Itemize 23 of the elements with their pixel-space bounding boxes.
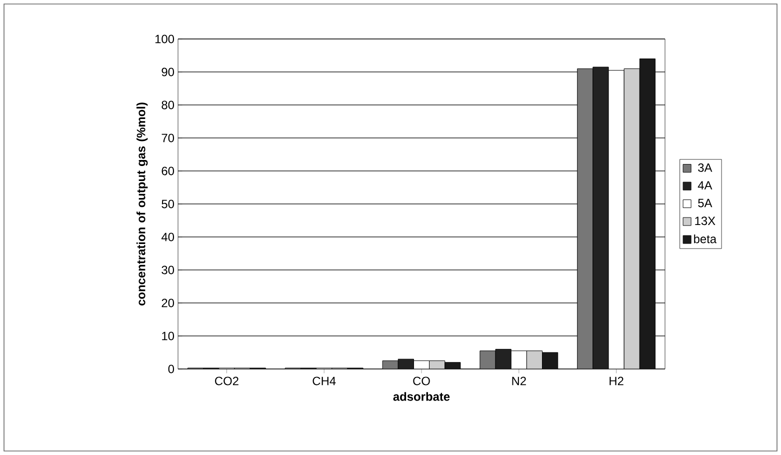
y-tick-label: 70	[162, 134, 174, 142]
y-tick-label: 20	[162, 298, 174, 308]
legend-label: 13X	[695, 216, 716, 226]
x-axis-title: adsorbate	[393, 392, 450, 401]
y-tick-label: 100	[155, 34, 174, 44]
legend-label: beta	[694, 234, 717, 244]
y-tick-label: 10	[162, 332, 174, 340]
y-tick-label: 50	[162, 200, 174, 208]
y-tick-label: 0	[168, 364, 174, 374]
legend-label: 5A	[698, 198, 712, 208]
x-tick-label: N2	[512, 376, 526, 386]
x-tick-label: CO	[413, 376, 430, 386]
legend-label: 4A	[698, 181, 712, 190]
y-tick-label: 30	[162, 266, 174, 274]
legend-label: 3A	[698, 163, 712, 172]
y-tick-label: 40	[161, 232, 174, 242]
y-tick-label: 80	[162, 100, 174, 110]
x-tick-label: CO2	[215, 376, 238, 386]
y-axis-title: concentration of output gas (%mol)	[136, 102, 148, 306]
y-tick-label: 60	[162, 166, 174, 176]
y-tick-label: 90	[162, 68, 174, 76]
x-tick-label: CH4	[312, 376, 336, 386]
x-tick-label: H2	[610, 376, 624, 386]
